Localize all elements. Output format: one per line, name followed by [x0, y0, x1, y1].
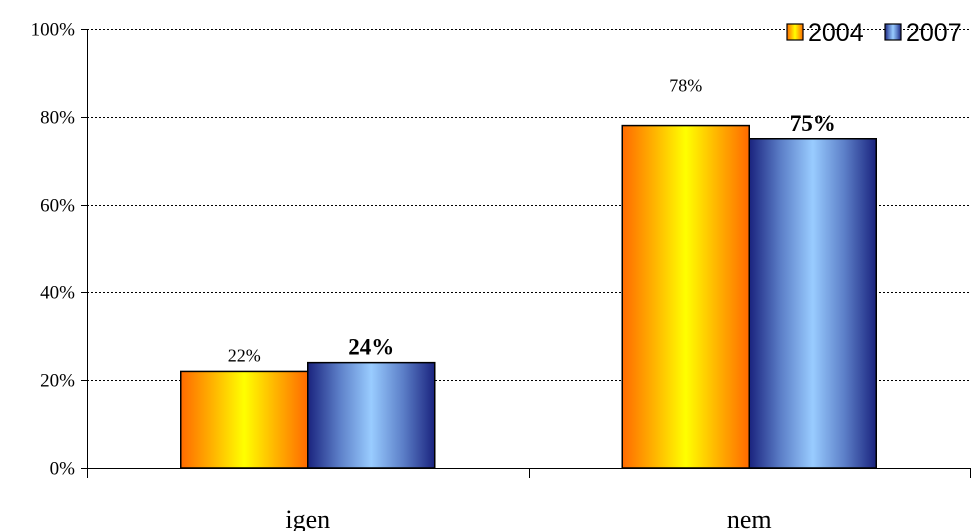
y-tick-label: 100%	[31, 20, 76, 41]
y-tick-label: 80%	[40, 108, 75, 129]
y-tick-label: 60%	[40, 196, 75, 217]
legend-swatch-2004	[786, 23, 804, 41]
data-labels: 22% 24% 78% 75%	[228, 76, 836, 366]
bar-2007-igen	[307, 361, 436, 469]
bars	[180, 124, 877, 469]
legend: 2004 2007	[786, 19, 962, 47]
legend-swatch-2007	[884, 23, 902, 41]
y-tick-label: 40%	[40, 283, 75, 304]
bar-2004-igen	[180, 370, 309, 469]
bar-2007-nem	[748, 138, 877, 469]
data-label: 75%	[790, 111, 836, 136]
y-tick-label: 20%	[40, 371, 75, 392]
gridlines	[87, 29, 970, 381]
y-tick-label: 0%	[50, 459, 76, 480]
data-label: 78%	[669, 76, 702, 96]
legend-label: 2007	[906, 19, 962, 47]
bar-2004-nem	[621, 124, 750, 469]
legend-label: 2004	[808, 19, 864, 47]
data-label: 22%	[228, 345, 261, 365]
x-category-label: nem	[727, 505, 772, 531]
axes: 0% 20% 40% 60% 80% 100% igen nem	[31, 20, 971, 531]
x-category-label: igen	[285, 505, 330, 531]
data-label: 24%	[348, 335, 394, 360]
